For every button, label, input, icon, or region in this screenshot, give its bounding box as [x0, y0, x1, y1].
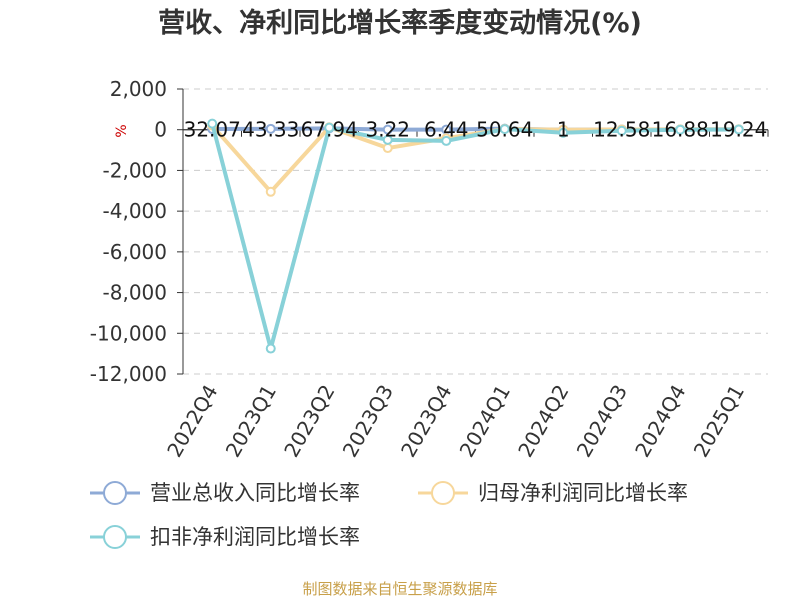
data-point [265, 123, 276, 134]
data-point [382, 124, 393, 135]
y-tick-label: -10,000 [90, 321, 167, 345]
x-tick-label: 2023Q1 [221, 381, 281, 462]
data-label: 32.07 [184, 118, 241, 142]
legend-item-1[interactable]: 营业总收入同比增长率 [90, 481, 360, 505]
y-tick-label: -12,000 [90, 362, 167, 386]
legend-marker [431, 481, 455, 505]
x-tick-label: 2024Q2 [513, 381, 573, 462]
data-label: 67.94 [301, 118, 358, 142]
data-point [207, 118, 218, 129]
y-axis-unit: % [114, 124, 130, 137]
data-point [616, 125, 627, 136]
data-point [382, 143, 393, 154]
x-tick-label: 2024Q3 [572, 381, 632, 462]
data-point [441, 135, 452, 146]
data-label: 3.22 [365, 118, 410, 142]
data-label: 19.24 [710, 118, 767, 142]
legend-item-2[interactable]: 归母净利润同比增长率 [418, 481, 688, 505]
x-tick-label: 2024Q4 [630, 381, 690, 462]
data-label: 43.33 [242, 118, 299, 142]
series-layer [207, 118, 744, 354]
data-point [675, 124, 686, 135]
data-label: 6.44 [424, 118, 469, 142]
legend-item-3[interactable]: 扣非净利润同比增长率 [90, 525, 360, 549]
x-tick-label: 2024Q1 [455, 381, 515, 462]
label-layer: 32.07 43.33 67.94 3.22 6.44 50.64 1 12.58 16.88 1… [184, 118, 768, 142]
data-point [265, 186, 276, 197]
data-label: 1 [557, 118, 570, 142]
series-line-3 [210, 123, 739, 351]
data-point [499, 124, 510, 135]
chart-title: 营收、净利同比增长率季度变动情况(%) [158, 7, 642, 39]
data-label: 16.88 [652, 118, 709, 142]
y-tick-label: -2,000 [103, 158, 167, 182]
y-tick-label: -4,000 [103, 199, 167, 223]
legend-marker [103, 525, 127, 549]
y-tick-label: -8,000 [103, 281, 167, 305]
legend-label: 营业总收入同比增长率 [150, 481, 360, 505]
legend-label: 归母净利润同比增长率 [478, 481, 688, 505]
data-point [324, 122, 335, 133]
x-tick-label: 2023Q3 [338, 381, 398, 462]
data-point [733, 124, 744, 135]
data-label: 50.64 [476, 118, 533, 142]
source-note: 制图数据来自恒生聚源数据库 [302, 580, 497, 598]
data-label: 12.58 [593, 118, 650, 142]
y-tick-label: -6,000 [103, 240, 167, 264]
data-point [265, 343, 276, 354]
grid-layer [183, 88, 768, 375]
y-tick-label: 2,000 [110, 77, 167, 101]
data-point [558, 127, 569, 138]
y-tick-label: 0 [154, 118, 167, 142]
x-tick-label: 2022Q4 [162, 381, 222, 462]
legend-label: 扣非净利润同比增长率 [150, 525, 360, 549]
x-tick-label: 2023Q4 [396, 381, 456, 462]
data-point [382, 134, 393, 145]
x-tick-label: 2023Q2 [279, 381, 339, 462]
x-tick-label: 2025Q1 [689, 381, 749, 462]
legend-marker [103, 481, 127, 505]
